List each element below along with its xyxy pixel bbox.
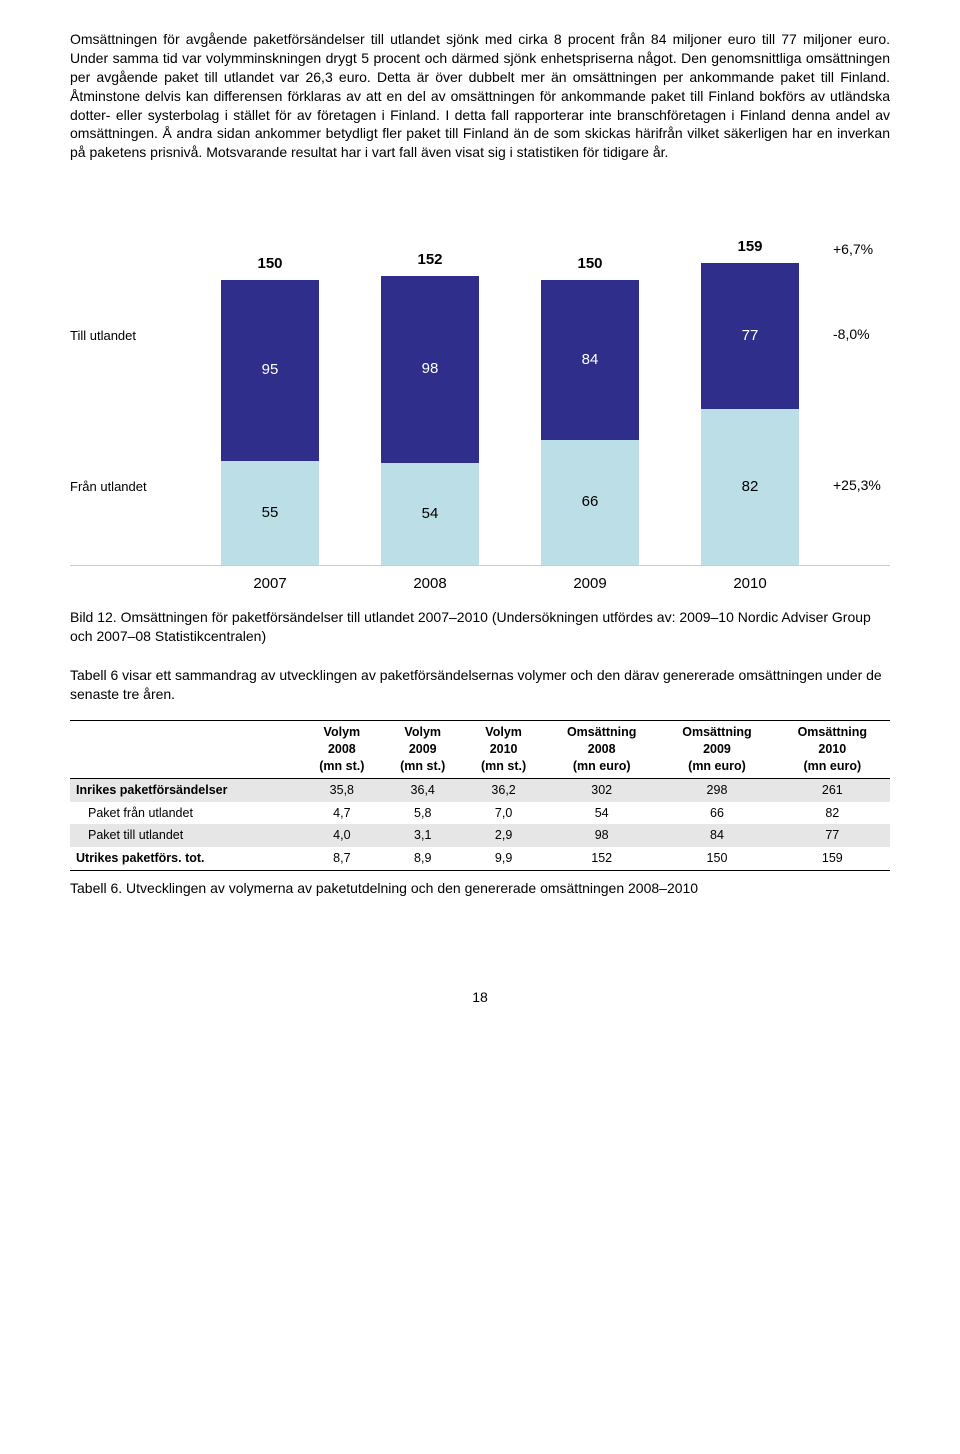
table-row: Paket till utlandet4,03,12,9988477	[70, 824, 890, 847]
table-header: Omsättning2009(mn euro)	[659, 721, 774, 779]
table-header: Omsättning2008(mn euro)	[544, 721, 659, 779]
intro-paragraph: Omsättningen för avgående paketförsändel…	[70, 30, 890, 162]
table-cell: 4,0	[301, 824, 382, 847]
bar-segment-bottom: 55	[221, 461, 319, 566]
table-cell: Paket från utlandet	[70, 802, 301, 825]
table-cell: 77	[775, 824, 890, 847]
page-number: 18	[70, 988, 890, 1007]
bar-segment-top: 95	[221, 280, 319, 461]
legend-till-utlandet: Till utlandet	[70, 327, 136, 345]
table-cell: 98	[544, 824, 659, 847]
bar-segment-top: 84	[541, 280, 639, 440]
bar-group: 152 9854	[350, 186, 510, 565]
table-header: Volym2009(mn st.)	[382, 721, 463, 779]
table-header: Omsättning2010(mn euro)	[775, 721, 890, 779]
pct-bottom: +25,3%	[833, 476, 881, 495]
table-cell: 54	[544, 802, 659, 825]
table-cell: 2,9	[463, 824, 544, 847]
bar-total-label: 159	[737, 237, 762, 257]
table-cell: 7,0	[463, 802, 544, 825]
x-axis-tick: 2009	[510, 574, 670, 594]
table-cell: 36,4	[382, 778, 463, 801]
table-row: Utrikes paketförs. tot.8,78,99,915215015…	[70, 847, 890, 870]
table-cell: Paket till utlandet	[70, 824, 301, 847]
table-cell: 159	[775, 847, 890, 870]
table-header: Volym2008(mn st.)	[301, 721, 382, 779]
pct-top: -8,0%	[833, 325, 870, 344]
table-cell: Utrikes paketförs. tot.	[70, 847, 301, 870]
table-cell: 261	[775, 778, 890, 801]
table-cell: Inrikes paketförsändelser	[70, 778, 301, 801]
table-cell: 9,9	[463, 847, 544, 870]
bar-segment-bottom: 82	[701, 409, 799, 565]
table-cell: 298	[659, 778, 774, 801]
bar-total-label: 152	[417, 250, 442, 270]
bar-segment-bottom: 54	[381, 463, 479, 566]
table-cell: 3,1	[382, 824, 463, 847]
bar-total-label: 150	[257, 254, 282, 274]
chart-caption: Bild 12. Omsättningen för paketförsändel…	[70, 608, 890, 646]
table-cell: 66	[659, 802, 774, 825]
table-cell: 4,7	[301, 802, 382, 825]
bar-segment-top: 77	[701, 263, 799, 409]
table-header: Volym2010(mn st.)	[463, 721, 544, 779]
x-axis-tick: 2007	[190, 574, 350, 594]
table-cell: 8,7	[301, 847, 382, 870]
table-cell: 82	[775, 802, 890, 825]
x-axis-tick: 2008	[350, 574, 510, 594]
table-cell: 302	[544, 778, 659, 801]
legend-fran-utlandet: Från utlandet	[70, 478, 147, 496]
table-cell: 5,8	[382, 802, 463, 825]
bar-group: 150 8466	[510, 186, 670, 565]
revenue-chart: Till utlandet Från utlandet 150 9555 152 9854…	[70, 186, 890, 594]
table-caption: Tabell 6. Utvecklingen av volymerna av p…	[70, 879, 890, 898]
pct-total: +6,7%	[833, 240, 873, 259]
x-axis-tick: 2010	[670, 574, 830, 594]
table-cell: 8,9	[382, 847, 463, 870]
table-header	[70, 721, 301, 779]
table-row: Inrikes paketförsändelser35,836,436,2302…	[70, 778, 890, 801]
volume-table: Volym2008(mn st.)Volym2009(mn st.)Volym2…	[70, 720, 890, 871]
table-cell: 36,2	[463, 778, 544, 801]
table-intro-paragraph: Tabell 6 visar ett sammandrag av utveckl…	[70, 666, 890, 704]
bar-group: 1597782+6,7%-8,0%+25,3%	[670, 186, 830, 565]
table-cell: 35,8	[301, 778, 382, 801]
table-cell: 84	[659, 824, 774, 847]
table-cell: 152	[544, 847, 659, 870]
table-row: Paket från utlandet4,75,87,0546682	[70, 802, 890, 825]
bar-group: 150 9555	[190, 186, 350, 565]
bar-segment-bottom: 66	[541, 440, 639, 565]
bar-total-label: 150	[577, 254, 602, 274]
bar-segment-top: 98	[381, 276, 479, 462]
table-cell: 150	[659, 847, 774, 870]
